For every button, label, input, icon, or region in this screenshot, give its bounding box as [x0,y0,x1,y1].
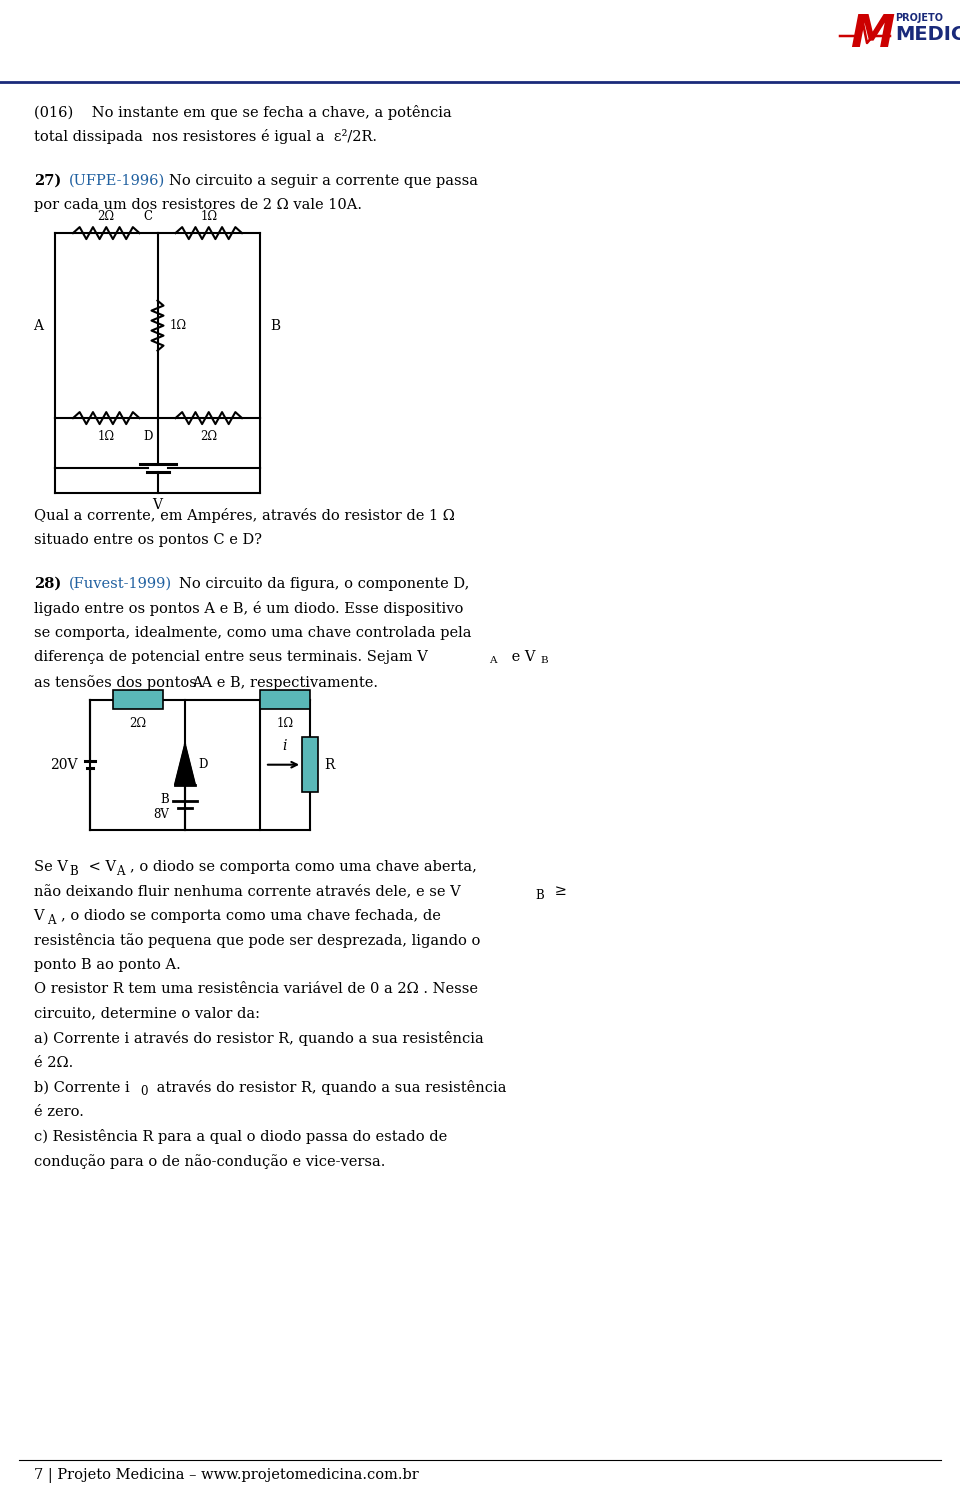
Text: 2Ω: 2Ω [129,718,146,730]
Text: M: M [850,13,895,55]
Text: se comporta, idealmente, como uma chave controlada pela: se comporta, idealmente, como uma chave … [34,626,471,640]
Text: 2Ω: 2Ω [201,431,217,443]
Text: B: B [270,318,280,332]
Text: 28): 28) [34,577,60,591]
Text: A: A [192,676,202,689]
Text: é 2Ω.: é 2Ω. [34,1055,73,1070]
Text: 1Ω: 1Ω [98,431,115,443]
Text: (UFPE-1996): (UFPE-1996) [68,173,165,187]
Text: C: C [143,211,153,223]
Text: 20V: 20V [51,758,78,771]
Text: V: V [34,909,44,922]
Text: < V: < V [84,860,116,873]
Text: No circuito a seguir a corrente que passa: No circuito a seguir a corrente que pass… [169,173,478,187]
Bar [302,737,318,792]
Text: A: A [115,864,124,878]
Text: 2Ω: 2Ω [98,211,115,223]
Text: 1Ω: 1Ω [201,211,217,223]
Text: 8V: 8V [154,809,169,821]
Text: O resistor R tem uma resistência variável de 0 a 2Ω . Nesse: O resistor R tem uma resistência variáve… [34,982,478,996]
Text: a) Corrente i através do resistor R, quando a sua resistência: a) Corrente i através do resistor R, qua… [34,1032,483,1046]
Text: (016)    No instante em que se fecha a chave, a potência: (016) No instante em que se fecha a chav… [34,105,451,120]
Text: 0: 0 [140,1085,148,1099]
Text: D: D [198,758,207,771]
Text: B: B [69,864,79,878]
Text: 1Ω: 1Ω [276,718,294,730]
Text: 7 | Projeto Medicina – www.projetomedicina.com.br: 7 | Projeto Medicina – www.projetomedici… [34,1468,419,1483]
Text: c) Resistência R para a qual o diodo passa do estado de: c) Resistência R para a qual o diodo pas… [34,1129,446,1144]
Text: resistência tão pequena que pode ser desprezada, ligando o: resistência tão pequena que pode ser des… [34,933,480,948]
Text: A: A [489,656,496,665]
Text: Qual a corrente, em Ampéres, através do resistor de 1 Ω: Qual a corrente, em Ampéres, através do … [34,508,454,523]
Text: b) Corrente i: b) Corrente i [34,1081,130,1094]
Text: circuito, determine o valor da:: circuito, determine o valor da: [34,1006,259,1021]
Text: D: D [143,431,153,443]
Text: 27): 27) [34,173,60,187]
Text: (Fuvest-1999): (Fuvest-1999) [68,577,172,591]
Text: B: B [536,890,544,901]
Bar [112,691,162,709]
Text: , o diodo se comporta como uma chave fechada, de: , o diodo se comporta como uma chave fec… [60,909,441,922]
Text: B: B [160,794,169,806]
Text: V: V [153,498,162,513]
Text: R: R [324,758,334,771]
Text: diferença de potencial entre seus terminais. Sejam V: diferença de potencial entre seus termin… [34,650,427,664]
Text: através do resistor R, quando a sua resistência: através do resistor R, quando a sua resi… [152,1081,506,1096]
Text: PROJETO: PROJETO [895,13,943,22]
Text: No circuito da figura, o componente D,: No circuito da figura, o componente D, [179,577,469,591]
Text: não deixando fluir nenhuma corrente através dele, e se V: não deixando fluir nenhuma corrente atra… [34,884,461,898]
Text: A: A [33,318,43,332]
Text: condução para o de não-condução e vice-versa.: condução para o de não-condução e vice-v… [34,1154,385,1169]
Text: situado entre os pontos C e D?: situado entre os pontos C e D? [34,532,261,547]
Text: B: B [540,656,548,665]
Text: ≥: ≥ [549,884,566,898]
Text: ponto B ao ponto A.: ponto B ao ponto A. [34,958,180,972]
Text: A: A [47,913,55,927]
Text: e V: e V [507,650,535,664]
Text: as tensões dos pontos A e B, respectivamente.: as tensões dos pontos A e B, respectivam… [34,674,377,689]
Bar [260,691,310,709]
Text: i: i [283,739,287,752]
Text: ligado entre os pontos A e B, é um diodo. Esse dispositivo: ligado entre os pontos A e B, é um diodo… [34,601,463,616]
Text: 1Ω: 1Ω [170,318,186,332]
Text: por cada um dos resistores de 2 Ω vale 10A.: por cada um dos resistores de 2 Ω vale 1… [34,199,362,212]
Text: MEDICINA: MEDICINA [895,25,960,43]
Text: é zero.: é zero. [34,1105,84,1118]
Text: total dissipada  nos resistores é igual a  ε²/2R.: total dissipada nos resistores é igual a… [34,130,376,145]
Text: , o diodo se comporta como uma chave aberta,: , o diodo se comporta como uma chave abe… [130,860,476,873]
Polygon shape [175,745,195,785]
Text: Se V: Se V [34,860,67,873]
